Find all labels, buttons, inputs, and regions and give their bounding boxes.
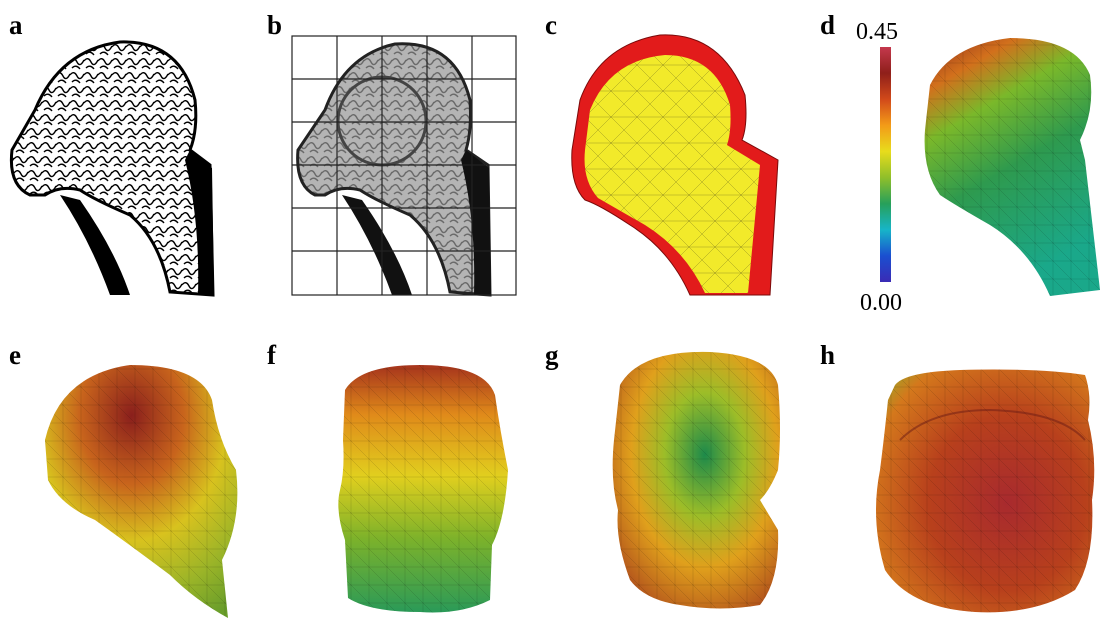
panel-d (880, 38, 1100, 296)
panel-label-h: h (820, 340, 836, 370)
panel-e-surface (45, 365, 238, 618)
panel-f-surface (338, 365, 508, 613)
panel-label-b: b (267, 10, 283, 40)
panel-label-a: a (9, 10, 23, 40)
panel-g-surface (612, 351, 780, 609)
panel-label-c: c (545, 10, 557, 40)
panel-label-d: d (820, 10, 836, 40)
colorbar-min-label: 0.00 (860, 290, 902, 316)
panel-label-g: g (545, 340, 559, 370)
colorbar (880, 47, 891, 282)
panel-a-trabecular-image (9, 40, 215, 297)
panel-h-surface (876, 369, 1095, 613)
panel-b-grid-overlay (291, 35, 517, 297)
panel-label-f: f (267, 340, 276, 370)
panel-label-e: e (9, 340, 21, 370)
panel-c-mesh (571, 34, 779, 296)
colorbar-max-label: 0.45 (856, 19, 898, 45)
